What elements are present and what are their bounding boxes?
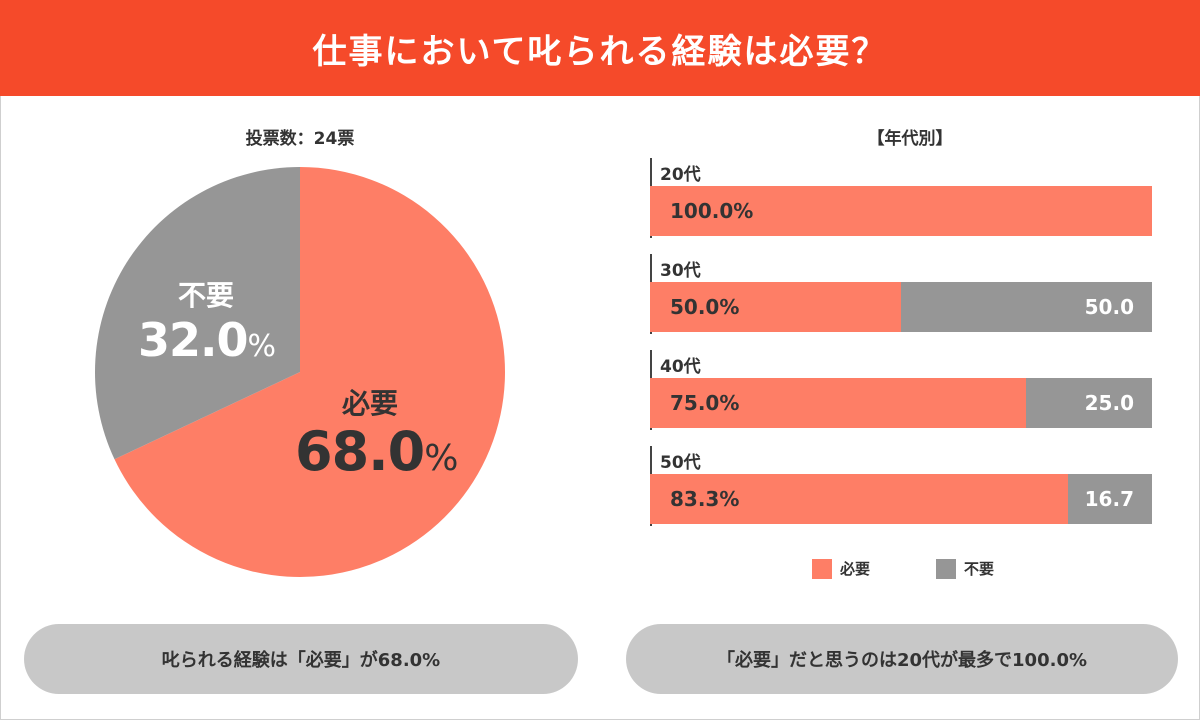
pie-label-need: 必要 68.0% — [295, 382, 458, 489]
pie-label-noneed: 不要 32.0% — [138, 274, 276, 373]
bar-segment-need: 50.0% — [650, 282, 901, 332]
pie-label-need-unit: % — [424, 438, 458, 479]
legend-label-need: 必要 — [840, 560, 871, 578]
bar-segment-noneed: 50.0 — [901, 282, 1152, 332]
summary-text-left: 叱られる経験は「必要」が68.0% — [161, 650, 441, 671]
bar-segment-need: 75.0% — [650, 378, 1027, 428]
bar-need-label: 75.0% — [670, 391, 740, 415]
legend-item-need: 必要 — [812, 558, 870, 579]
bar-segment-noneed: 25.0 — [1026, 378, 1152, 428]
bar-need-label: 100.0% — [670, 199, 754, 223]
bar-noneed-label: 16.7 — [1084, 487, 1134, 511]
bar-age-label: 30代 — [660, 261, 701, 281]
pie-label-need-value-line: 68.0% — [295, 420, 458, 489]
pie-slice-noneed — [94, 167, 301, 460]
summary-pill-left: 叱られる経験は「必要」が68.0% — [24, 624, 578, 694]
bar-segment-need: 83.3% — [650, 474, 1068, 524]
bar-row-50s: 50代 83.3% 16.7 — [650, 446, 1152, 526]
chart-title: 仕事において叱られる経験は必要？ — [312, 31, 888, 72]
pie-caption: 投票数：24票 — [245, 129, 355, 149]
bar-segment-noneed: 16.7 — [1068, 474, 1152, 524]
bar-track: 83.3% 16.7 — [650, 474, 1152, 524]
pie-chart — [94, 167, 506, 577]
bar-track: 50.0% 50.0 — [650, 282, 1152, 332]
pie-label-noneed-name: 不要 — [177, 279, 234, 312]
bar-track: 75.0% 25.0 — [650, 378, 1152, 428]
bar-track: 100.0% — [650, 186, 1152, 236]
bar-row-40s: 40代 75.0% 25.0 — [650, 350, 1152, 430]
pie-slice-need — [114, 167, 506, 577]
pie-label-noneed-unit: % — [247, 329, 276, 364]
bar-segment-need: 100.0% — [650, 186, 1152, 236]
legend-item-noneed: 不要 — [936, 558, 994, 579]
summary-pill-right: 「必要」だと思うのは20代が最多で100.0% — [626, 624, 1178, 694]
bar-need-label: 50.0% — [670, 295, 740, 319]
bar-age-label: 50代 — [660, 453, 701, 473]
legend-swatch-need — [812, 558, 832, 579]
pie-label-need-value: 68.0 — [295, 420, 425, 483]
bar-age-label: 20代 — [660, 165, 701, 185]
bar-row-30s: 30代 50.0% 50.0 — [650, 254, 1152, 334]
legend-label-noneed: 不要 — [964, 560, 995, 578]
legend-swatch-noneed — [936, 558, 956, 579]
bar-age-label: 40代 — [660, 357, 701, 377]
bar-row-20s: 20代 100.0% — [650, 158, 1152, 238]
pie-label-noneed-value-line: 32.0% — [138, 313, 276, 373]
pie-label-noneed-value: 32.0 — [138, 313, 248, 367]
bar-noneed-label: 25.0 — [1084, 391, 1134, 415]
bars-caption: 【年代別】 — [867, 129, 953, 149]
bar-need-label: 83.3% — [670, 487, 740, 511]
pie-label-need-name: 必要 — [341, 387, 398, 420]
header-banner: 仕事において叱られる経験は必要？ — [0, 0, 1200, 96]
summary-text-right: 「必要」だと思うのは20代が最多で100.0% — [716, 650, 1088, 671]
bar-noneed-label: 50.0 — [1084, 295, 1134, 319]
